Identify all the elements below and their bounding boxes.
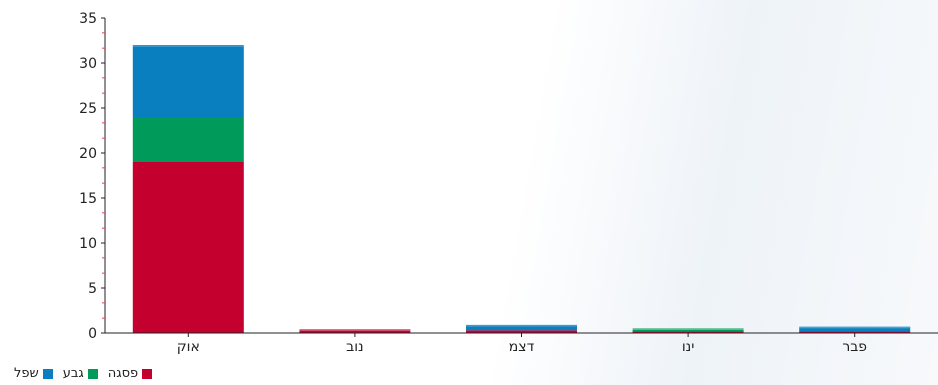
legend-item-peak[interactable]: פסגה [107, 366, 153, 381]
legend-item-low[interactable]: שפל [14, 366, 53, 381]
y-tick-label: 10 [79, 236, 97, 252]
bar-segment[interactable] [632, 331, 744, 333]
legend-swatch-peak [142, 368, 153, 379]
bar-segment[interactable] [132, 162, 244, 333]
legend-label-low: שפל [14, 366, 39, 381]
bar-segment[interactable] [466, 330, 577, 333]
legend-item-hill[interactable]: גבע [63, 366, 98, 381]
y-axis: 0 5 10 15 20 25 30 35 [79, 11, 106, 342]
legend-label-peak: פסגה [107, 366, 139, 381]
bar-segment[interactable] [632, 328, 744, 332]
x-axis: אוק נוב דצמ ינו פבר [105, 332, 938, 355]
x-tick-label: פבר [842, 339, 867, 355]
bar-segment[interactable] [466, 324, 577, 331]
legend-label-hill: גבע [62, 366, 84, 381]
y-tick-label: 5 [88, 281, 97, 297]
y-tick-label: 30 [79, 56, 97, 72]
y-tick-label: 15 [79, 191, 97, 207]
x-tick-label: אוק [177, 339, 200, 355]
x-tick-label: נוב [346, 339, 364, 355]
legend-swatch-low [42, 368, 53, 379]
x-tick-label: דצמ [509, 339, 535, 355]
bar-segment[interactable] [799, 331, 911, 333]
x-tick-label: ינו [682, 339, 695, 355]
legend-swatch-hill [87, 368, 98, 379]
bar-segment[interactable] [132, 45, 244, 117]
bars [132, 45, 911, 333]
bar-segment[interactable] [132, 117, 244, 162]
bar-segment[interactable] [799, 326, 911, 332]
y-tick-label: 35 [79, 11, 97, 27]
legend: פסגה גבע שפל [14, 366, 153, 381]
y-tick-label: 0 [88, 326, 97, 342]
y-tick-label: 25 [79, 101, 97, 117]
bar-segment[interactable] [299, 329, 411, 333]
y-tick-label: 20 [79, 146, 97, 162]
